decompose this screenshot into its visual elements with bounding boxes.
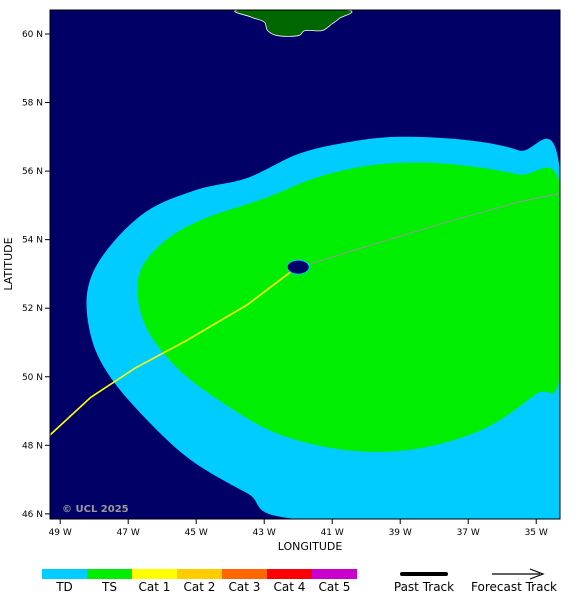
longitude-ticks: 49 W 47 W 45 W 43 W 41 W 39 W 37 W 35 W xyxy=(49,519,548,538)
lat-tick-label: 46 N xyxy=(22,510,43,520)
legend-label: TD xyxy=(55,580,73,594)
past-track-label: Past Track xyxy=(394,580,454,594)
intensity-legend: TD TS Cat 1 Cat 2 Cat 3 Cat 4 Cat 5 xyxy=(42,569,357,594)
past-track-legend: Past Track xyxy=(394,572,454,594)
legend-swatch xyxy=(42,569,87,579)
x-axis-label: LONGITUDE xyxy=(278,540,343,553)
lon-tick-label: 43 W xyxy=(253,528,276,538)
legend-swatch xyxy=(87,569,132,579)
y-axis-label: LATITUDE xyxy=(2,237,15,290)
plot-frame xyxy=(49,9,561,520)
lat-tick-label: 52 N xyxy=(22,304,43,314)
lon-tick-label: 35 W xyxy=(525,528,548,538)
legend-label: TS xyxy=(101,580,117,594)
legend-label: Cat 2 xyxy=(184,580,216,594)
past-track-line xyxy=(50,268,296,436)
legend-swatch xyxy=(222,569,267,579)
ts-wind-field xyxy=(137,162,560,452)
legend-label: Cat 3 xyxy=(229,580,261,594)
lon-tick-label: 45 W xyxy=(185,528,208,538)
legend-label: Cat 1 xyxy=(139,580,171,594)
lat-tick-label: 58 N xyxy=(22,99,43,109)
copyright-text: © UCL 2025 xyxy=(62,504,129,515)
lon-tick-label: 49 W xyxy=(49,528,72,538)
legend-swatch xyxy=(132,569,177,579)
legend-label: Cat 5 xyxy=(319,580,351,594)
legend-swatch xyxy=(267,569,312,579)
greenland-coast xyxy=(234,10,353,37)
lon-tick-label: 41 W xyxy=(321,528,344,538)
lon-tick-label: 37 W xyxy=(457,528,480,538)
lat-tick-label: 56 N xyxy=(22,167,43,177)
forecast-track-line xyxy=(294,192,560,270)
legend-swatch xyxy=(177,569,222,579)
lat-tick-label: 54 N xyxy=(22,236,43,246)
legend-label: Cat 4 xyxy=(274,580,306,594)
map-area: © UCL 2025 xyxy=(50,10,560,519)
lat-tick-label: 48 N xyxy=(22,441,43,451)
legend-swatch xyxy=(312,569,357,579)
forecast-track-label: Forecast Track xyxy=(471,580,557,594)
lat-tick-label: 50 N xyxy=(22,373,43,383)
latitude-ticks: 46 N 48 N 50 N 52 N 54 N 56 N 58 N 60 N xyxy=(22,30,50,520)
lon-tick-label: 47 W xyxy=(117,528,140,538)
lon-tick-label: 39 W xyxy=(389,528,412,538)
forecast-track-legend: Forecast Track xyxy=(471,568,557,594)
forecast-arrow-icon xyxy=(529,568,545,580)
storm-center-marker xyxy=(286,259,310,275)
lat-tick-label: 60 N xyxy=(22,30,43,40)
